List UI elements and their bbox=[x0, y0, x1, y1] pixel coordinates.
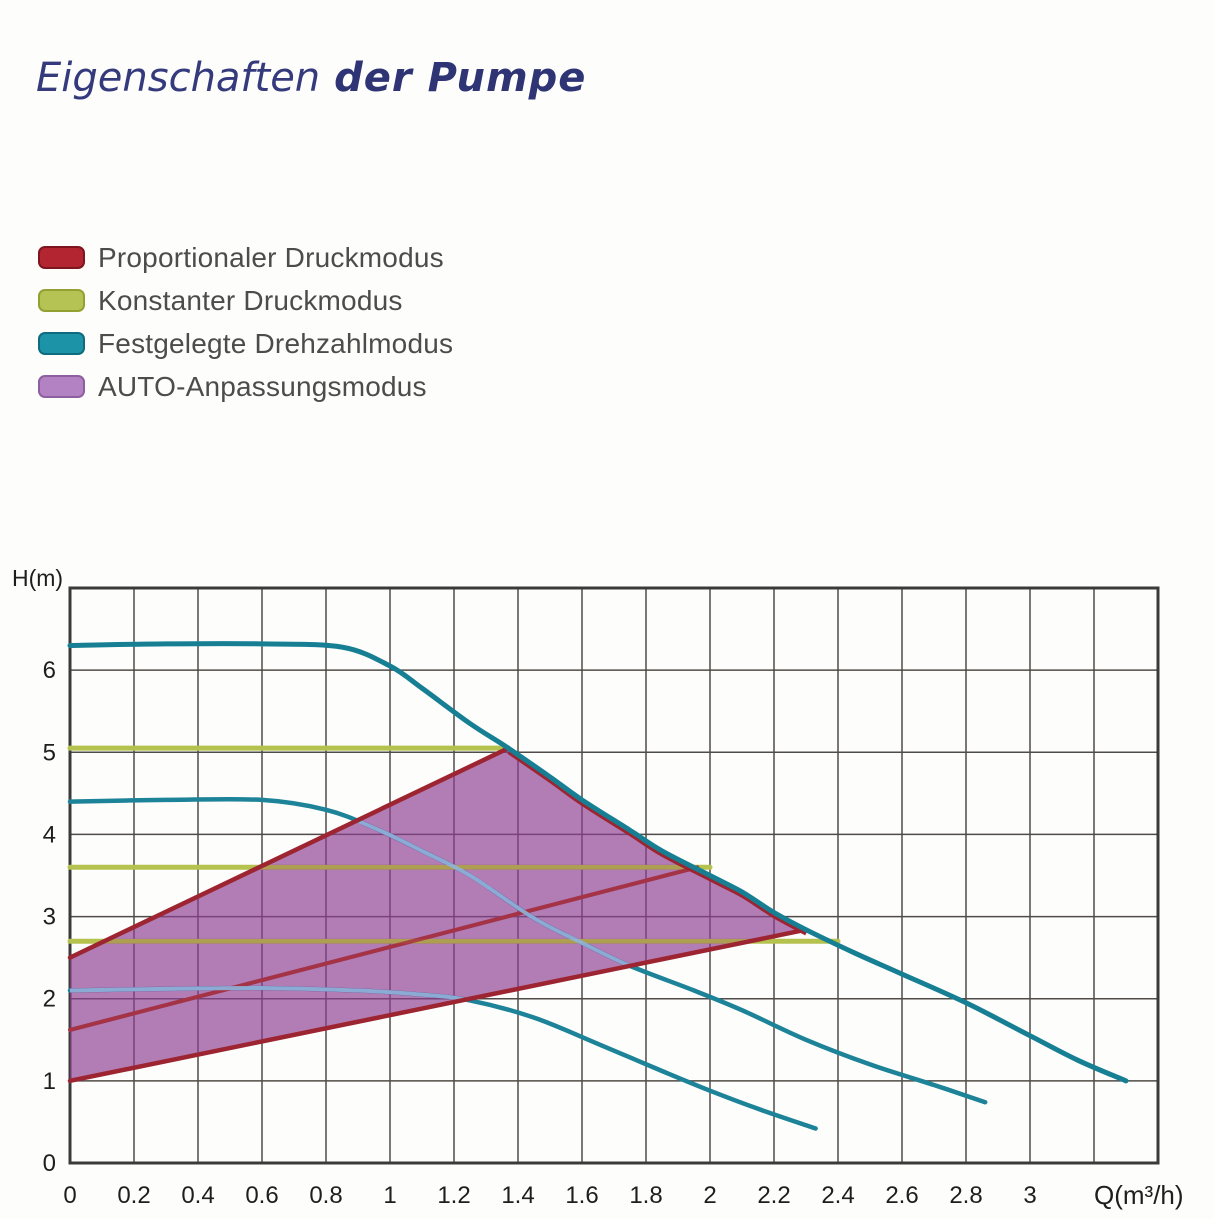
x-tick-label: 2.2 bbox=[757, 1182, 790, 1209]
x-tick-label: 2 bbox=[703, 1182, 716, 1209]
legend-swatch-red-icon bbox=[38, 246, 85, 269]
x-tick-label: 0.4 bbox=[181, 1182, 214, 1209]
y-tick-label: 3 bbox=[43, 904, 56, 931]
page-title-regular: Eigenschaften bbox=[36, 55, 321, 101]
legend-item-fixed-speed: Festgelegte Drehzahlmodus bbox=[38, 322, 453, 365]
x-tick-label: 2.6 bbox=[885, 1182, 918, 1209]
legend-item-auto-adaptation: AUTO-Anpassungsmodus bbox=[38, 365, 453, 408]
axis-labels: 0 1 2 3 4 5 6 0 0.2 0.4 0.6 0.8 1 1.2 1.4 1.6 1.8 2 2.2 2.4… bbox=[12, 565, 1184, 1210]
legend-label: Proportionaler Druckmodus bbox=[98, 241, 444, 273]
x-axis-title: Q(m³/h) bbox=[1094, 1180, 1184, 1210]
legend-swatch-teal-icon bbox=[38, 332, 85, 355]
y-tick-label: 6 bbox=[43, 657, 56, 684]
legend-swatch-purple-icon bbox=[38, 375, 85, 398]
y-tick-label: 0 bbox=[43, 1150, 56, 1177]
legend-label: Konstanter Druckmodus bbox=[98, 284, 403, 316]
x-tick-label: 2.8 bbox=[949, 1182, 982, 1209]
x-tick-label: 1.4 bbox=[501, 1182, 534, 1209]
x-tick-label: 0.8 bbox=[309, 1182, 342, 1209]
legend-item-proportional-pressure: Proportionaler Druckmodus bbox=[38, 236, 453, 279]
legend-label: Festgelegte Drehzahlmodus bbox=[98, 327, 454, 359]
x-tick-label: 1.8 bbox=[629, 1182, 662, 1209]
legend-label: AUTO-Anpassungsmodus bbox=[98, 370, 427, 402]
y-tick-label: 4 bbox=[43, 821, 56, 848]
page-title: Eigenschaften der Pumpe bbox=[36, 56, 586, 100]
legend-item-constant-pressure: Konstanter Druckmodus bbox=[38, 279, 453, 322]
page-title-bold: der Pumpe bbox=[334, 55, 587, 101]
fixed-speed-curve-3 bbox=[67, 641, 1129, 1084]
legend: Proportionaler Druckmodus Konstanter Dru… bbox=[38, 236, 453, 408]
y-axis-title: H(m) bbox=[12, 565, 63, 591]
x-tick-label: 2.4 bbox=[821, 1182, 854, 1209]
x-tick-label: 0 bbox=[63, 1182, 76, 1209]
x-tick-label: 1.6 bbox=[565, 1182, 598, 1209]
x-tick-label: 0.6 bbox=[245, 1182, 278, 1209]
y-tick-label: 5 bbox=[43, 739, 56, 766]
y-tick-label: 2 bbox=[43, 986, 56, 1013]
y-tick-label: 1 bbox=[43, 1068, 56, 1095]
x-tick-label: 1.2 bbox=[437, 1182, 470, 1209]
x-tick-label: 3 bbox=[1023, 1182, 1036, 1209]
x-tick-label: 1 bbox=[383, 1182, 396, 1209]
legend-swatch-green-icon bbox=[38, 289, 85, 312]
proportional-pressure-boundaries bbox=[67, 745, 809, 1084]
x-tick-label: 0.2 bbox=[117, 1182, 150, 1209]
